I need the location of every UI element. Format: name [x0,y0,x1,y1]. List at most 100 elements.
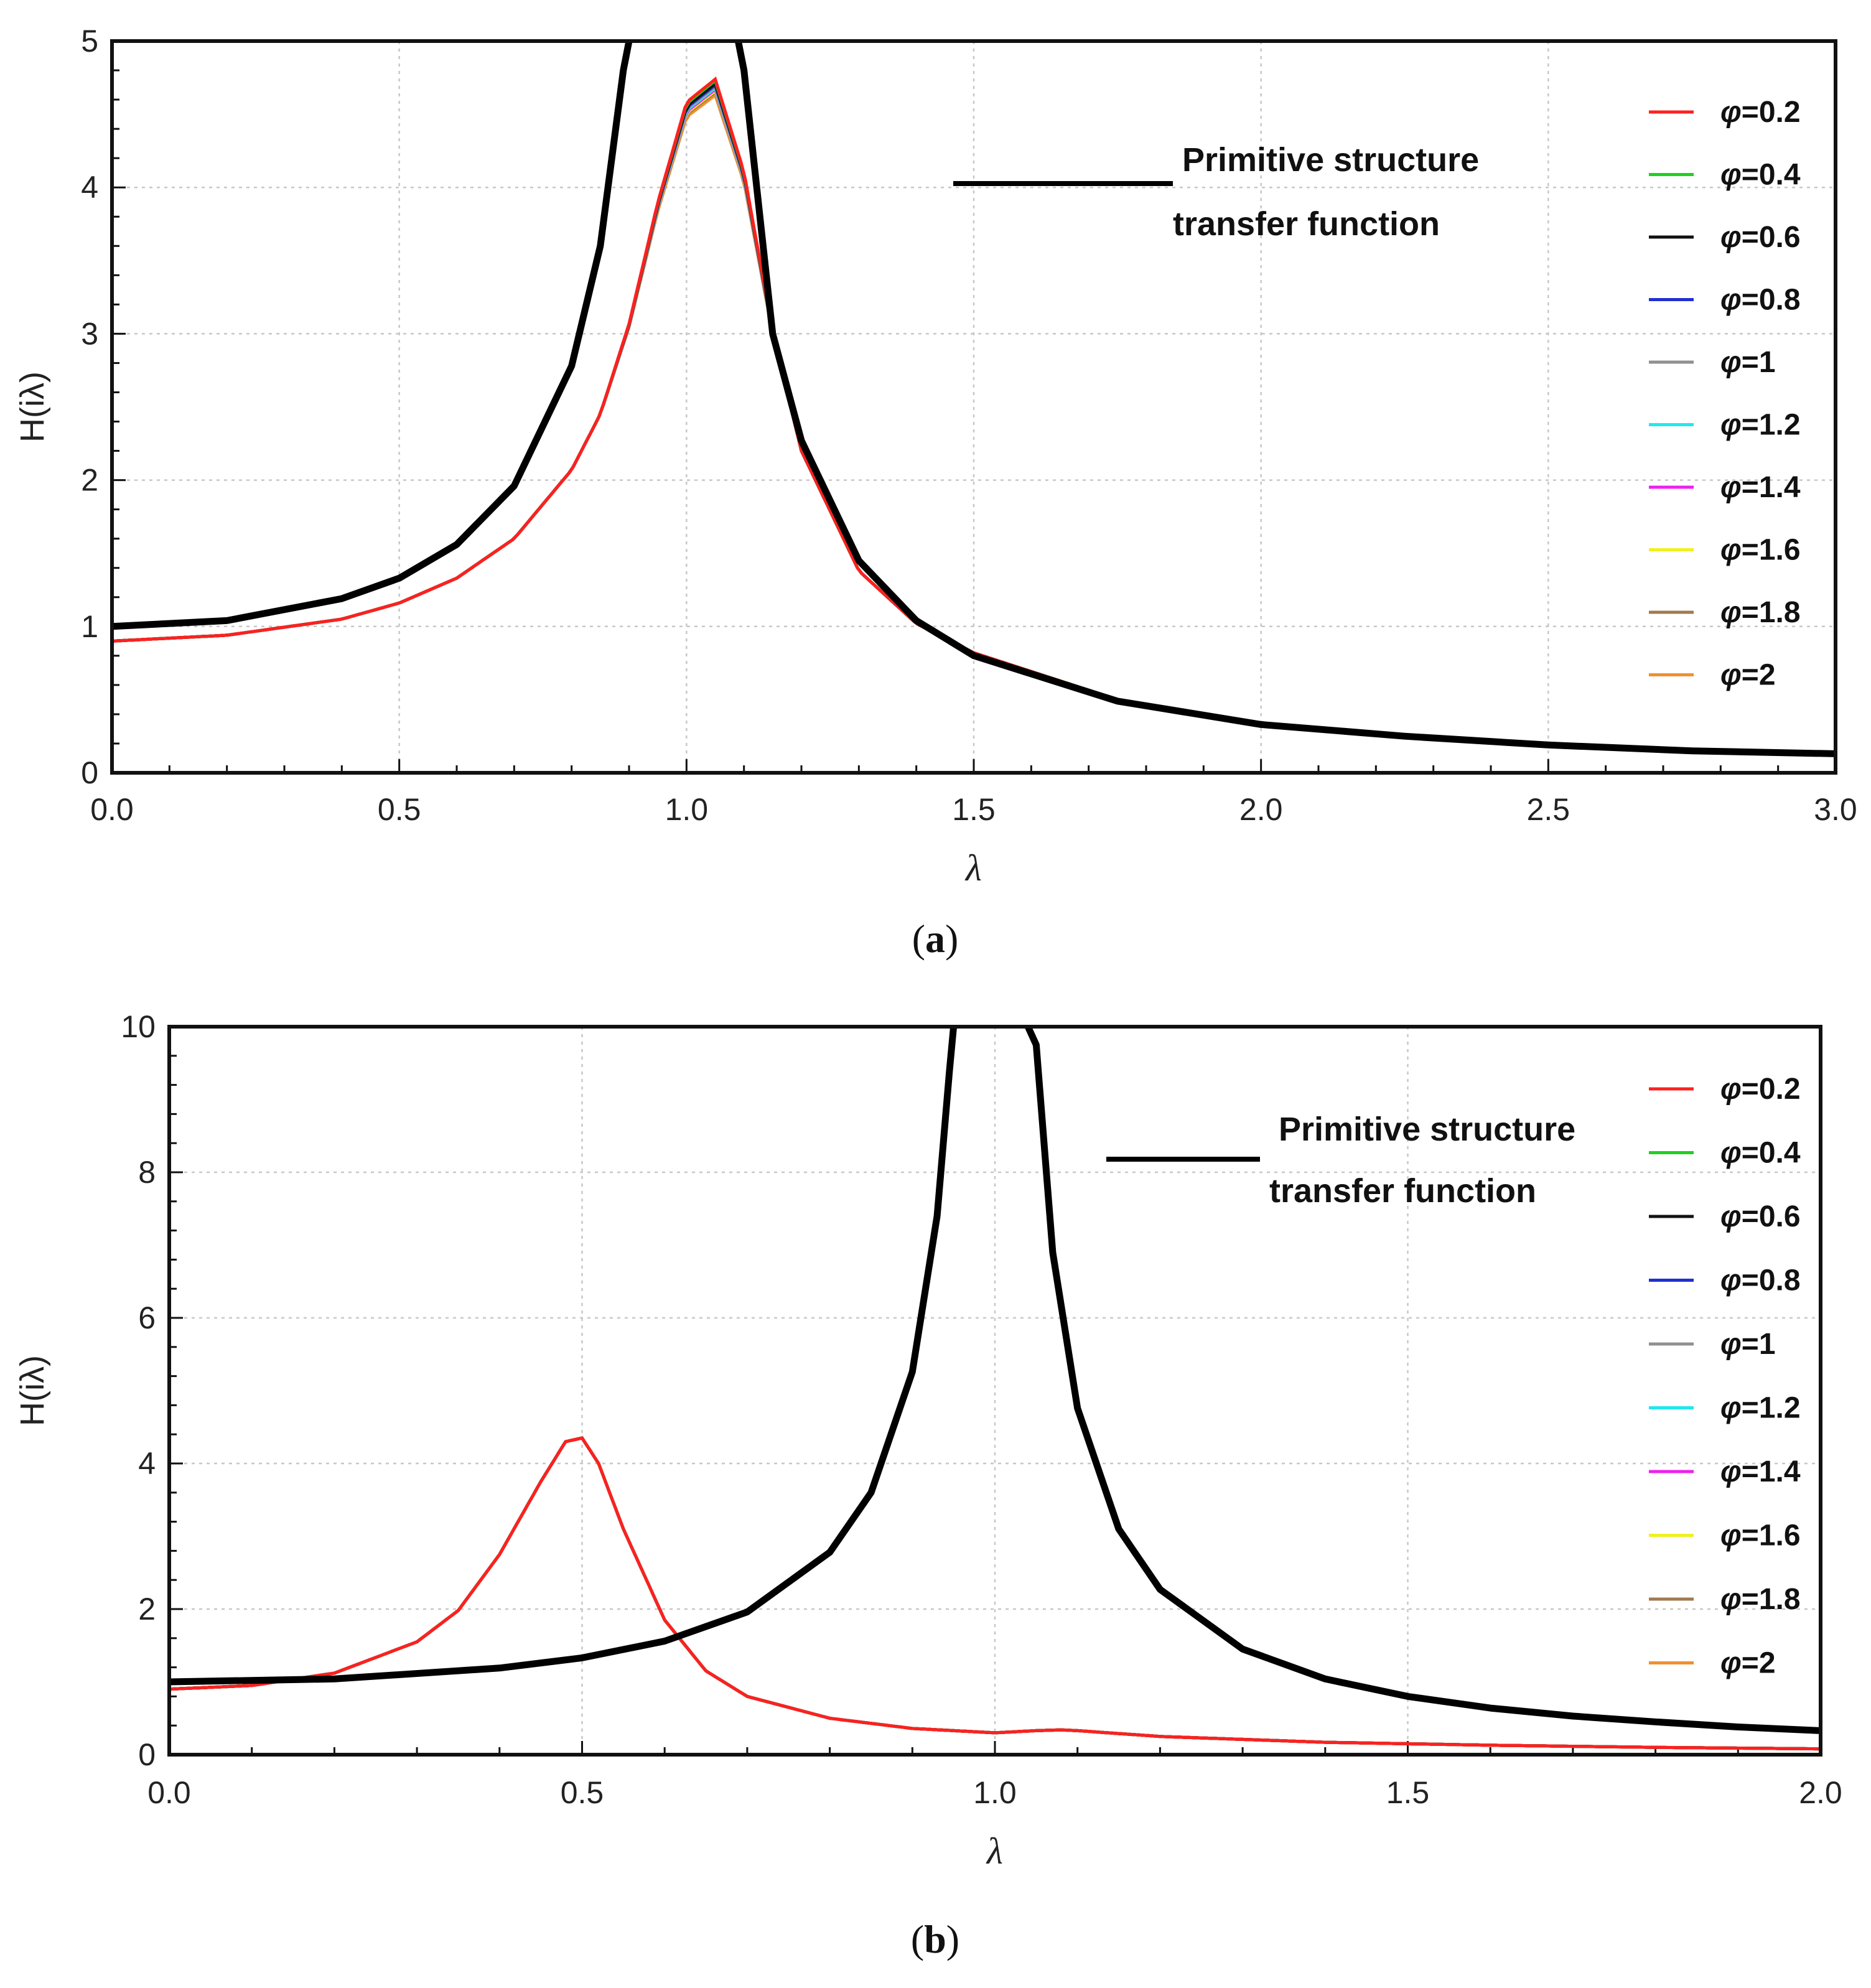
legend-phi-value: =0.6 [1742,1200,1801,1233]
plot-frame [167,1025,1822,1757]
y-tick-label: 2 [138,1592,156,1626]
legend-phi-value: =1.2 [1742,409,1801,442]
legend-phi-value: =1.6 [1742,534,1801,567]
y-tick-label: 1 [81,609,98,644]
legend-phi-symbol: φ [1720,96,1742,129]
legend-phi-symbol: φ [1720,1200,1742,1233]
legend-label-φ=0.6: φ=0.6 [1720,1200,1801,1233]
legend-label-φ=1.2: φ=1.2 [1720,1392,1801,1425]
x-tick-label: 2.0 [1239,792,1283,827]
x-tick-label: 3.0 [1814,792,1857,827]
legend-phi-symbol: φ [1720,1583,1742,1616]
legend-phi-value: =1.6 [1742,1519,1801,1552]
legend-label-φ=1.8: φ=1.8 [1720,596,1801,629]
panel-label-a: (a) [912,917,959,961]
panel-label-b: (b) [911,1917,959,1961]
legend-phi-symbol: φ [1720,596,1742,629]
legend-phi-value: =1.8 [1742,596,1801,629]
y-tick-label: 5 [81,24,98,58]
x-tick-label: 0.0 [147,1775,191,1810]
primitive-legend-text-line2: transfer function [1269,1172,1536,1210]
legend-phi-symbol: φ [1720,284,1742,317]
legend-label-φ=1.2: φ=1.2 [1720,409,1801,442]
legend-phi-symbol: φ [1720,1519,1742,1552]
legend-phi-value: =1.8 [1742,1583,1801,1616]
legend-label-φ=0.8: φ=0.8 [1720,284,1801,317]
x-tick-label: 1.5 [1386,1775,1430,1810]
plot-frame [110,39,1837,775]
legend-label-φ=2: φ=2 [1720,1647,1776,1680]
y-tick-label: 0 [138,1737,156,1772]
legend-phi-symbol: φ [1720,221,1742,254]
legend-phi-symbol: φ [1720,534,1742,567]
x-tick-label: 2.0 [1799,1775,1842,1810]
legend-phi-value: =1 [1742,346,1776,379]
x-axis-label: λ [986,1831,1003,1872]
primitive-curve-segment-1 [735,41,1836,757]
primitive-legend-text-line1: Primitive structure [1279,1111,1575,1148]
y-tick-label: 2 [81,463,98,498]
legend-phi-value: =1.4 [1742,471,1801,504]
primitive-legend-text-line2: transfer function [1173,205,1440,243]
legend-label-φ=1.4: φ=1.4 [1720,1455,1801,1488]
x-axis-label: λ [964,847,982,889]
x-tick-label: 1.5 [952,792,996,827]
legend-phi-symbol: φ [1720,409,1742,442]
legend-phi-value: =0.2 [1742,96,1801,129]
legend-label-φ=0.4: φ=0.4 [1720,1137,1801,1170]
legend-phi-symbol: φ [1720,159,1742,192]
legend-phi-symbol: φ [1720,1264,1742,1297]
legend-label-φ=1: φ=1 [1720,346,1776,379]
legend-phi-value: =0.6 [1742,221,1801,254]
legend-phi-value: =0.4 [1742,1137,1801,1170]
legend-phi-symbol: φ [1720,1455,1742,1488]
legend-phi-symbol: φ [1720,1073,1742,1106]
legend-label-φ=0.2: φ=0.2 [1720,96,1801,129]
legend-label-φ=1.6: φ=1.6 [1720,1519,1801,1552]
legend-label-φ=1.6: φ=1.6 [1720,534,1801,567]
y-axis-label: H(iλ) [14,371,51,442]
y-tick-label: 0 [81,755,98,790]
y-tick-label: 8 [138,1155,156,1190]
legend-phi-symbol: φ [1720,1647,1742,1680]
legend-label-φ=0.4: φ=0.4 [1720,159,1801,192]
legend-label-φ=1.8: φ=1.8 [1720,1583,1801,1616]
y-axis-label: H(iλ) [14,1355,51,1426]
y-tick-label: 6 [138,1300,156,1335]
legend-phi-symbol: φ [1720,471,1742,504]
y-tick-label: 4 [81,170,98,205]
x-tick-label: 2.5 [1527,792,1570,827]
legend-label-φ=0.2: φ=0.2 [1720,1073,1801,1106]
legend-phi-value: =1 [1742,1328,1776,1361]
legend-phi-value: =2 [1742,659,1776,692]
legend-label-φ=2: φ=2 [1720,659,1776,692]
legend-phi-value: =1.4 [1742,1455,1801,1488]
legend-phi-symbol: φ [1720,659,1742,692]
legend-label-φ=1: φ=1 [1720,1328,1776,1361]
legend-label-φ=0.6: φ=0.6 [1720,221,1801,254]
x-tick-label: 0.5 [378,792,421,827]
legend-phi-symbol: φ [1720,1328,1742,1361]
primitive-curve-segment-0 [169,1027,958,1686]
y-tick-label: 4 [138,1446,156,1481]
primitive-curve-segment-0 [112,41,633,630]
series-line-φ=0.2 [169,1436,1821,1751]
x-tick-label: 0.5 [561,1775,604,1810]
primitive-curve-segment-1 [1025,1027,1821,1734]
legend-label-φ=1.4: φ=1.4 [1720,471,1801,504]
y-tick-label: 3 [81,316,98,351]
legend-phi-symbol: φ [1720,346,1742,379]
legend-phi-value: =1.2 [1742,1392,1801,1425]
primitive-legend-text-line1: Primitive structure [1182,141,1479,179]
x-tick-label: 1.0 [973,1775,1017,1810]
legend-phi-value: =0.2 [1742,1073,1801,1106]
y-tick-label: 10 [121,1009,156,1044]
legend-phi-value: =0.8 [1742,284,1801,317]
legend-phi-value: =0.4 [1742,159,1801,192]
legend-phi-symbol: φ [1720,1137,1742,1170]
chart-panel-b: 0.0 0.5 1.0 1.5 2.0 0 2 4 6 8 10 λ H(iλ) Primitive st… [14,1009,1842,1872]
chart-panel-a: 0.0 0.5 1.0 1.5 2.0 2.5 3.0 0 1 2 3 4 5 λ H(iλ) Primiti… [14,24,1857,889]
legend-label-φ=0.8: φ=0.8 [1720,1264,1801,1297]
legend-phi-symbol: φ [1720,1392,1742,1425]
